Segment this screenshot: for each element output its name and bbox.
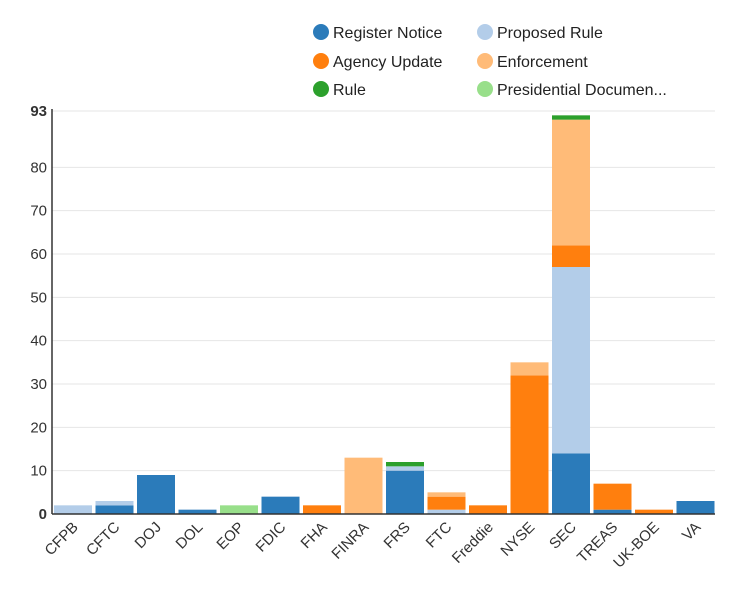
bar-fdic-register-notice[interactable] xyxy=(261,496,300,514)
bar-frs-register-notice[interactable] xyxy=(386,470,424,514)
bar-dol-register-notice[interactable] xyxy=(178,509,217,514)
bar-nyse-agency-update[interactable] xyxy=(510,375,549,514)
y-tick-label: 30 xyxy=(30,376,47,393)
y-tick-label: 20 xyxy=(30,419,47,436)
bar-eop-presidential-documen[interactable] xyxy=(220,505,258,514)
x-tick-label: FRS xyxy=(381,519,414,552)
bar-uk-boe-agency-update[interactable] xyxy=(635,509,673,514)
bar-ftc-enforcement[interactable] xyxy=(427,492,466,497)
bar-nyse-enforcement[interactable] xyxy=(510,362,549,376)
bar-cftc-proposed-rule[interactable] xyxy=(95,501,134,506)
x-tick-label: FINRA xyxy=(328,519,372,563)
bar-ftc-agency-update[interactable] xyxy=(427,496,466,510)
bar-cftc-register-notice[interactable] xyxy=(95,505,134,514)
x-tick-label: UK-BOE xyxy=(610,519,663,572)
bar-frs-rule[interactable] xyxy=(386,462,424,467)
legend-item[interactable]: Presidential Documen... xyxy=(477,81,667,99)
legend-item[interactable]: Register Notice xyxy=(313,24,442,42)
x-tick-label: SEC xyxy=(546,519,580,553)
y-axis: 0 10 20 30 40 50 60 70 80 93 xyxy=(30,103,715,523)
legend-label: Agency Update xyxy=(333,54,443,71)
legend-label: Presidential Documen... xyxy=(497,82,667,99)
bar-fha-agency-update[interactable] xyxy=(303,505,341,514)
bar-finra-enforcement[interactable] xyxy=(344,457,383,514)
x-tick-label: VA xyxy=(679,519,704,544)
x-tick-label: CFPB xyxy=(42,519,82,559)
legend-item[interactable]: Agency Update xyxy=(313,53,443,71)
legend-swatch xyxy=(313,81,329,97)
bar-freddie-agency-update[interactable] xyxy=(469,505,507,514)
y-tick-label: 50 xyxy=(30,289,47,306)
x-tick-label: CFTC xyxy=(83,519,123,559)
legend: Register Notice Proposed Rule Agency Updat… xyxy=(313,24,667,99)
x-tick-label: FHA xyxy=(298,519,331,552)
legend-label: Rule xyxy=(333,82,366,99)
legend-item[interactable]: Enforcement xyxy=(477,53,588,71)
bar-va-register-notice[interactable] xyxy=(676,501,715,514)
legend-label: Enforcement xyxy=(497,54,588,71)
legend-swatch xyxy=(477,53,493,69)
bar-sec-rule[interactable] xyxy=(552,115,590,120)
legend-item[interactable]: Rule xyxy=(313,81,366,99)
y-tick-label: 10 xyxy=(30,463,47,480)
x-tick-label: EOP xyxy=(213,519,247,553)
legend-item[interactable]: Proposed Rule xyxy=(477,24,603,42)
x-tick-label: Freddie xyxy=(449,519,497,567)
y-tick-label: 93 xyxy=(30,103,47,120)
bar-ftc-proposed-rule[interactable] xyxy=(427,509,466,514)
y-tick-label: 70 xyxy=(30,203,47,220)
bar-frs-proposed-rule[interactable] xyxy=(386,466,424,471)
x-tick-label: DOL xyxy=(172,519,206,553)
bar-doj-register-notice[interactable] xyxy=(137,475,175,514)
x-tick-label: FTC xyxy=(423,519,456,552)
legend-swatch xyxy=(477,24,493,40)
bar-sec-register-notice[interactable] xyxy=(552,453,590,514)
x-tick-label: DOJ xyxy=(132,519,165,552)
bars xyxy=(54,115,715,514)
grid xyxy=(52,110,715,472)
legend-label: Register Notice xyxy=(333,25,442,42)
bar-treas-agency-update[interactable] xyxy=(593,483,632,510)
x-tick-label: FDIC xyxy=(253,519,290,556)
bar-sec-enforcement[interactable] xyxy=(552,119,590,246)
legend-label: Proposed Rule xyxy=(497,25,603,42)
bar-treas-register-notice[interactable] xyxy=(593,509,632,514)
y-tick-label: 80 xyxy=(30,159,47,176)
bar-sec-agency-update[interactable] xyxy=(552,245,590,267)
legend-swatch xyxy=(313,24,329,40)
y-tick-label: 0 xyxy=(39,506,47,523)
bar-sec-proposed-rule[interactable] xyxy=(552,267,590,454)
y-tick-label: 60 xyxy=(30,246,47,263)
legend-swatch xyxy=(313,53,329,69)
bar-cfpb-proposed-rule[interactable] xyxy=(54,505,92,514)
legend-swatch xyxy=(477,81,493,97)
y-tick-label: 40 xyxy=(30,333,47,350)
x-tick-label: NYSE xyxy=(497,519,538,560)
